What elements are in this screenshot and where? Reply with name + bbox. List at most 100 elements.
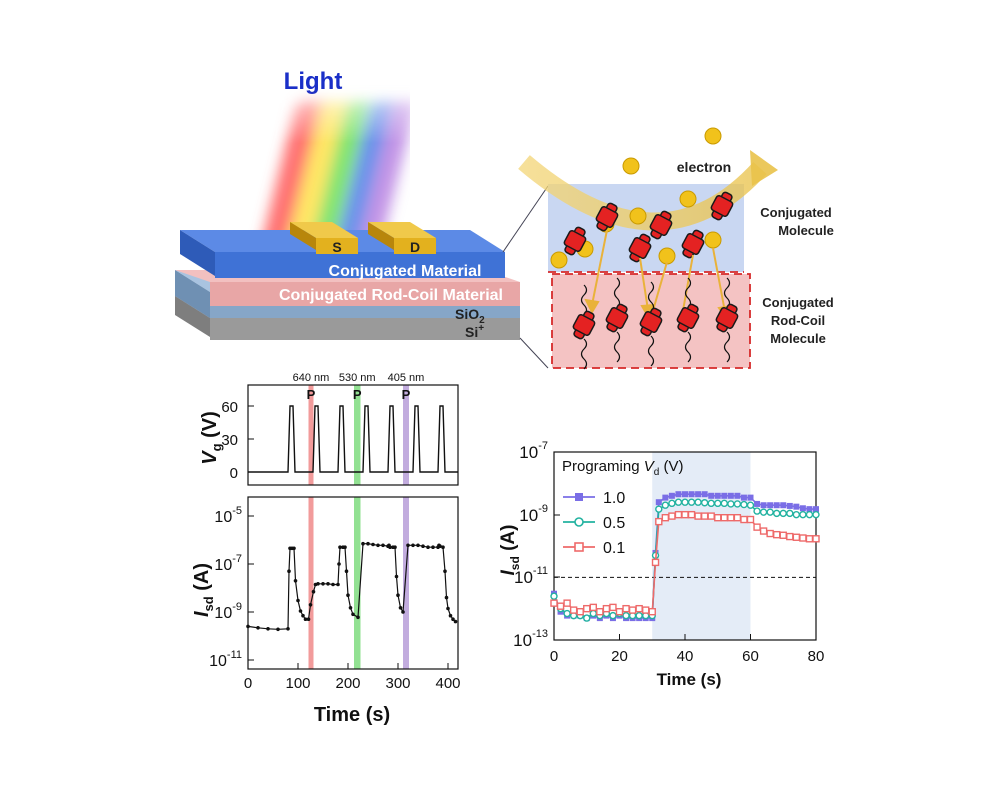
illumination-bands (308, 385, 409, 669)
series-point (779, 509, 787, 518)
series-point (583, 614, 591, 622)
series-point (694, 498, 702, 506)
isd-point (351, 612, 355, 617)
right-y-tick-label: 10-11 (514, 565, 548, 587)
isd-point (401, 610, 405, 614)
series-point (759, 527, 768, 535)
series-point (746, 515, 755, 524)
series-point (687, 510, 696, 519)
isd-point (308, 603, 313, 607)
isd-point (326, 582, 330, 586)
sio2-layer-front (175, 270, 210, 318)
series-point (779, 531, 787, 539)
electron-flow-arrowhead (750, 150, 778, 186)
series-point (720, 499, 728, 508)
series-point (589, 609, 597, 618)
electron-label: electron (677, 159, 731, 175)
isd-point (388, 545, 392, 549)
top-molecule-label-1: Conjugated (760, 205, 832, 220)
isd-point (292, 546, 296, 551)
series-point (668, 499, 676, 508)
illumination-band (308, 497, 314, 669)
series-point (759, 508, 768, 516)
series-point (767, 502, 774, 509)
bottom-molecule-label-3: Molecule (770, 331, 826, 346)
series-point (655, 505, 663, 513)
series-point (668, 492, 675, 499)
series-point (806, 506, 813, 513)
series-point (733, 514, 742, 522)
rodcoil-molecule (639, 281, 663, 367)
isd-point (331, 582, 335, 587)
isd-point (316, 582, 320, 586)
legend-marker (574, 517, 584, 527)
right-x-tick-label: 0 (550, 648, 558, 665)
series-point (682, 491, 688, 498)
sio2-label: SiO2 (455, 306, 485, 326)
series-point (642, 606, 650, 614)
right-y-axis-label: Isd (A) (498, 525, 522, 576)
series-point (813, 506, 819, 513)
left-x-tick-label: 0 (244, 675, 252, 692)
series-point (786, 532, 794, 541)
series-point (681, 498, 689, 506)
isd-point (348, 606, 353, 610)
isd-point (393, 545, 397, 549)
isd-tick-label: 10-5 (214, 505, 242, 526)
isd-point (346, 593, 350, 597)
series-point (655, 499, 662, 506)
isd-point (356, 615, 360, 620)
series-point (760, 502, 767, 509)
layer-mid-label: Conjugated Rod-Coil Material (279, 287, 503, 304)
series-point (628, 606, 637, 614)
electron (658, 247, 676, 265)
series-point (812, 535, 820, 543)
bottom-molecule-label-1: Conjugated (762, 295, 834, 310)
isd-point (444, 595, 449, 600)
isd-point (303, 617, 308, 621)
drain-electrode: D (368, 222, 436, 255)
series-point (583, 604, 591, 613)
isd-tick-label: 10-7 (214, 553, 242, 574)
right-shaded-region (652, 452, 751, 640)
isd-point (266, 627, 270, 631)
isd-point (337, 562, 341, 566)
series-point (727, 492, 734, 499)
isd-point (293, 579, 298, 583)
series-point (727, 500, 735, 508)
series-point (753, 523, 761, 531)
series-point (773, 502, 780, 509)
right-series (550, 491, 820, 622)
isd-plot-frame (247, 496, 459, 670)
right-chart: 10-13 10-11 10-9 10-7 0 20 40 60 80 Time… (498, 440, 824, 689)
pulse-label: P (402, 387, 411, 402)
conjugated-layer-face (215, 252, 505, 278)
molecule (595, 202, 619, 232)
isd-point (438, 544, 442, 548)
conjugated-molecules (563, 191, 734, 263)
source-label: S (332, 239, 341, 255)
left-x-tick-label: 200 (335, 675, 360, 692)
molecule (628, 233, 652, 263)
series-point (793, 503, 800, 510)
rodcoil-molecules (572, 277, 739, 370)
series-point (786, 502, 793, 509)
beam-yellow (283, 100, 348, 260)
isd-point (306, 617, 311, 621)
vg-plot-frame (247, 384, 459, 486)
isd-point (396, 593, 400, 597)
series-point (550, 599, 558, 607)
left-x-tick-label: 300 (385, 675, 410, 692)
isd-point (376, 543, 380, 548)
isd-point (321, 582, 325, 586)
vg-trace (248, 405, 458, 473)
isd-point (394, 574, 399, 579)
series-point (662, 494, 669, 501)
series-point (740, 494, 747, 501)
isd-point (298, 609, 303, 613)
left-x-axis-label: Time (s) (314, 704, 390, 726)
left-x-tick-label: 400 (435, 675, 460, 692)
isd-point (336, 582, 340, 587)
si-layer-front (175, 296, 210, 337)
vg-tick-label: 30 (221, 432, 238, 449)
